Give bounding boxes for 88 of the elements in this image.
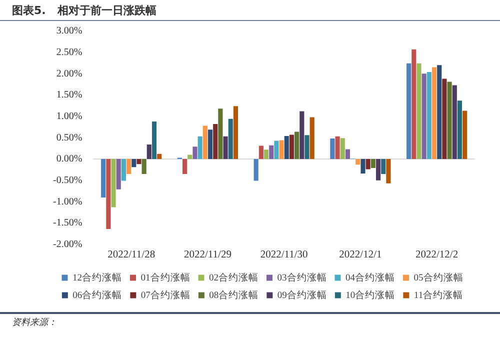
x-tick-label: 2022/11/28 [108,249,156,260]
bar [202,126,208,160]
bar [340,138,345,160]
bar [208,130,213,160]
x-tick-label: 2022/12/2 [416,249,458,260]
legend-label: 07合约涨幅 [140,288,190,301]
bar [310,117,314,160]
y-tick-label: 0.50% [56,132,82,144]
bar [457,100,462,160]
y-tick-label: -2.00% [52,239,82,250]
bar [330,138,335,160]
bar [264,150,269,160]
bar [233,106,238,160]
bar [294,132,300,160]
bar [146,144,152,160]
bar [254,159,258,181]
legend-label: 02合约涨幅 [209,271,258,284]
bar [182,159,188,174]
bar [335,136,340,160]
bar [223,136,228,160]
bar [126,159,132,174]
bar [218,108,223,160]
bar [116,159,121,190]
bar [447,82,452,160]
legend-label: 04合约涨幅 [346,271,395,284]
bar [198,136,202,160]
y-tick-label: -1.50% [52,218,82,229]
legend-label: 11合约涨幅 [414,288,464,301]
y-tick-label: 2.50% [56,46,82,58]
y-tick-label: 0.00% [56,154,82,165]
y-tick-label: 1.50% [56,90,82,101]
bar [157,154,162,160]
x-tick-label: 2022/11/29 [184,249,232,260]
legend-label: 05合约涨幅 [414,271,464,284]
bar [284,136,289,160]
bar [142,159,146,174]
bar [279,140,284,160]
y-tick-label: 2.00% [56,68,82,80]
bar [136,159,142,164]
y-tick-label: 3.00% [56,26,82,37]
bar [376,159,381,180]
bar [370,159,376,168]
bar [192,146,198,160]
bar [356,159,360,165]
y-tick-label: 1.00% [56,110,82,122]
legend-label: 03合约涨幅 [277,271,327,284]
bar [289,134,294,160]
legend-label: 06合约涨幅 [72,288,122,301]
bar [422,74,426,160]
bar [111,159,116,208]
bar [304,135,310,160]
bar [366,159,370,170]
bar [442,78,447,160]
bar [360,159,366,174]
bar [258,146,264,160]
legend-label: 09合约涨幅 [277,288,327,301]
bar [386,159,391,184]
bar [300,111,304,160]
bar [437,65,442,160]
bar [462,110,468,160]
legend-label: 12合约涨幅 [72,271,122,284]
bar [213,124,218,160]
x-tick-label: 2022/12/1 [339,249,382,260]
bar [101,159,106,198]
bar [132,159,136,168]
chart-title: 图表5. 相对于前一日涨跌幅 [12,3,156,18]
text: 资料来源： [12,316,57,329]
bar [452,85,457,160]
bar [381,159,386,174]
bar [274,140,279,160]
bar [121,159,126,181]
bar [106,159,111,230]
bar [228,118,233,160]
bar [188,154,192,160]
bar [269,145,274,160]
x-tick-label: 2022/11/30 [260,249,308,260]
y-tick-label: -0.50% [52,175,82,186]
y-tick-label: -1.00% [52,196,82,208]
bar [426,72,432,160]
bar [152,121,157,160]
bar [412,49,416,160]
legend-label: 08合约涨幅 [209,288,259,301]
legend-label: 10合约涨幅 [346,288,396,301]
bar [406,63,412,160]
bar [432,67,437,160]
legend-label: 01合约涨幅 [140,271,190,284]
bar [416,63,422,160]
bar [345,149,350,160]
